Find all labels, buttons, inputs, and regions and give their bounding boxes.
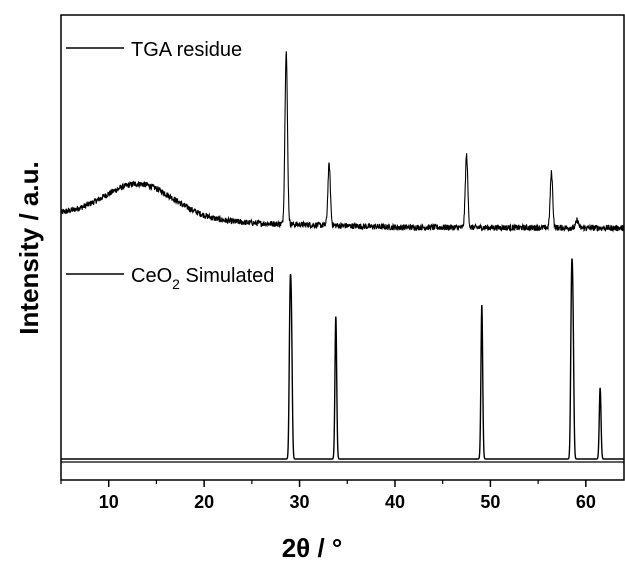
series-ceo2-simulated-line: [61, 258, 624, 460]
x-tick-label-10: 10: [99, 492, 119, 512]
x-tick-label-50: 50: [480, 492, 500, 512]
y-axis-title: Intensity / a.u.: [14, 161, 44, 334]
x-axis-tick-labels: 10 20 30 40 50 60: [99, 492, 596, 512]
x-axis-ticks: [60, 480, 587, 487]
legend-ceo2-simulated: CeO2 Simulated: [66, 265, 274, 292]
x-axis-title: 2θ / °: [282, 533, 343, 563]
x-tick-label-30: 30: [290, 492, 310, 512]
x-tick-label-40: 40: [385, 492, 405, 512]
legend-ceo2-label: CeO2 Simulated: [131, 265, 274, 292]
plot-frame: [60, 14, 625, 481]
legend-tga-label: TGA residue: [131, 39, 242, 61]
x-tick-label-20: 20: [194, 492, 214, 512]
legend-tga-residue: TGA residue: [66, 39, 242, 61]
series-tga-residue-line: [60, 51, 625, 233]
x-tick-label-60: 60: [576, 492, 596, 512]
